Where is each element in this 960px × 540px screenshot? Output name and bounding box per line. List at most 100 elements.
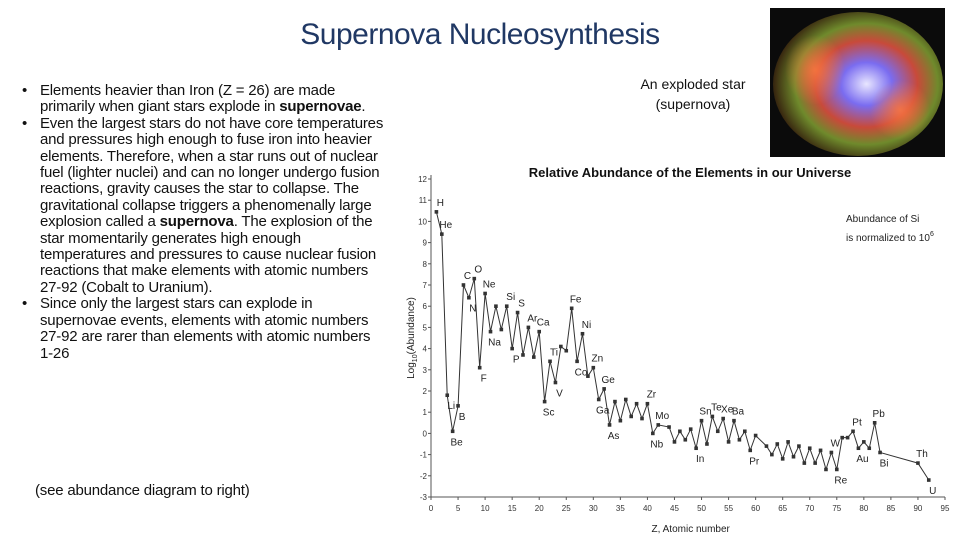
y-tick-label: 9: [423, 239, 428, 248]
data-point: [926, 478, 931, 482]
data-point: [845, 435, 850, 440]
y-tick-label: 0: [423, 429, 428, 438]
x-tick-label: 15: [508, 504, 517, 513]
bullet-text: Since only the largest stars can explode…: [40, 295, 371, 362]
data-point: [705, 442, 709, 446]
bullet-text: Even the largest stars do not have core …: [40, 114, 384, 231]
bullet: Even the largest stars do not have core …: [22, 114, 384, 296]
caption-line: (supernova): [655, 96, 731, 112]
element-label: U: [929, 486, 936, 497]
data-point: [807, 446, 812, 451]
element-label: Ga: [596, 405, 610, 416]
y-tick-label: -3: [420, 493, 428, 502]
y-tick-label: -1: [420, 451, 428, 460]
x-tick-label: 95: [941, 504, 950, 513]
data-point: [532, 355, 536, 359]
element-label: Sc: [543, 408, 555, 419]
element-label: Pt: [852, 417, 862, 428]
element-label: Fe: [570, 294, 582, 305]
x-tick-label: 55: [724, 504, 733, 513]
slide-title: Supernova Nucleosynthesis: [300, 18, 660, 51]
chart-title: Relative Abundance of the Elements in ou…: [529, 165, 851, 180]
data-point: [607, 423, 612, 427]
element-label: Ni: [582, 320, 591, 331]
element-label: Nb: [650, 439, 663, 450]
caption-line: An exploded star: [640, 76, 746, 92]
data-point: [780, 457, 785, 461]
element-label: As: [608, 431, 620, 442]
element-label: Mo: [655, 411, 669, 422]
data-point: [715, 429, 720, 434]
x-tick-label: 35: [616, 504, 625, 513]
element-label: Th: [916, 449, 928, 460]
data-point: [477, 365, 482, 370]
data-point: [559, 344, 563, 349]
data-point: [824, 467, 828, 472]
data-point: [575, 359, 579, 364]
element-label: N: [469, 304, 476, 315]
data-point: [802, 461, 807, 465]
element-label: Te: [711, 402, 722, 413]
data-point: [586, 374, 590, 378]
data-point: [483, 291, 487, 296]
element-label: Ar: [527, 313, 538, 324]
x-tick-label: 85: [886, 504, 895, 513]
data-point: [867, 446, 872, 451]
data-point: [699, 418, 704, 423]
data-point: [737, 437, 742, 442]
data-point: [526, 325, 531, 330]
element-label: O: [474, 265, 482, 276]
data-point: [813, 461, 817, 465]
x-tick-label: 90: [913, 504, 922, 513]
element-label: Zn: [591, 354, 603, 365]
data-point: [743, 429, 747, 434]
data-point: [564, 348, 569, 353]
data-point: [721, 416, 725, 421]
data-point: [775, 442, 780, 446]
data-point: [440, 232, 444, 236]
x-tick-label: 5: [456, 504, 461, 513]
x-tick-label: 25: [562, 504, 571, 513]
annotation: is normalized to 106: [846, 231, 934, 244]
element-label: W: [831, 438, 841, 449]
y-tick-label: 2: [423, 387, 428, 396]
data-point: [640, 416, 644, 421]
data-point: [834, 467, 839, 472]
data-point: [651, 431, 655, 436]
data-point: [786, 440, 790, 444]
data-point: [510, 346, 514, 351]
image-caption: An exploded star (supernova): [610, 74, 776, 114]
element-label: In: [696, 454, 704, 465]
data-point: [602, 387, 606, 391]
element-label: Ge: [601, 375, 615, 386]
data-point: [596, 397, 601, 402]
x-tick-label: 45: [670, 504, 679, 513]
data-point: [667, 425, 671, 429]
data-point: [634, 401, 639, 406]
element-label: Co: [575, 367, 588, 378]
data-point: [499, 327, 504, 332]
data-point: [537, 329, 542, 334]
element-label: Bi: [880, 458, 889, 469]
data-point: [726, 440, 731, 444]
data-point: [829, 450, 834, 455]
y-tick-label: 10: [418, 217, 427, 226]
element-label: Pr: [749, 456, 760, 467]
data-point: [623, 397, 628, 402]
data-point: [629, 414, 633, 419]
data-point: [688, 427, 693, 431]
data-point: [678, 429, 682, 434]
data-point: [467, 295, 471, 300]
data-point: [710, 414, 715, 419]
y-axis-label-part: 10: [412, 354, 419, 362]
element-label: Ti: [550, 347, 558, 358]
y-tick-label: 7: [423, 281, 428, 290]
bullet-text: . The explosion of the star momentarily …: [40, 213, 377, 296]
element-label: Pb: [873, 409, 886, 420]
bullet-emphasis: supernova: [159, 213, 234, 231]
data-point: [434, 210, 439, 214]
element-label: B: [459, 412, 466, 423]
nebula-image: [770, 8, 945, 157]
x-tick-label: 80: [859, 504, 868, 513]
element-label: Na: [488, 338, 501, 349]
